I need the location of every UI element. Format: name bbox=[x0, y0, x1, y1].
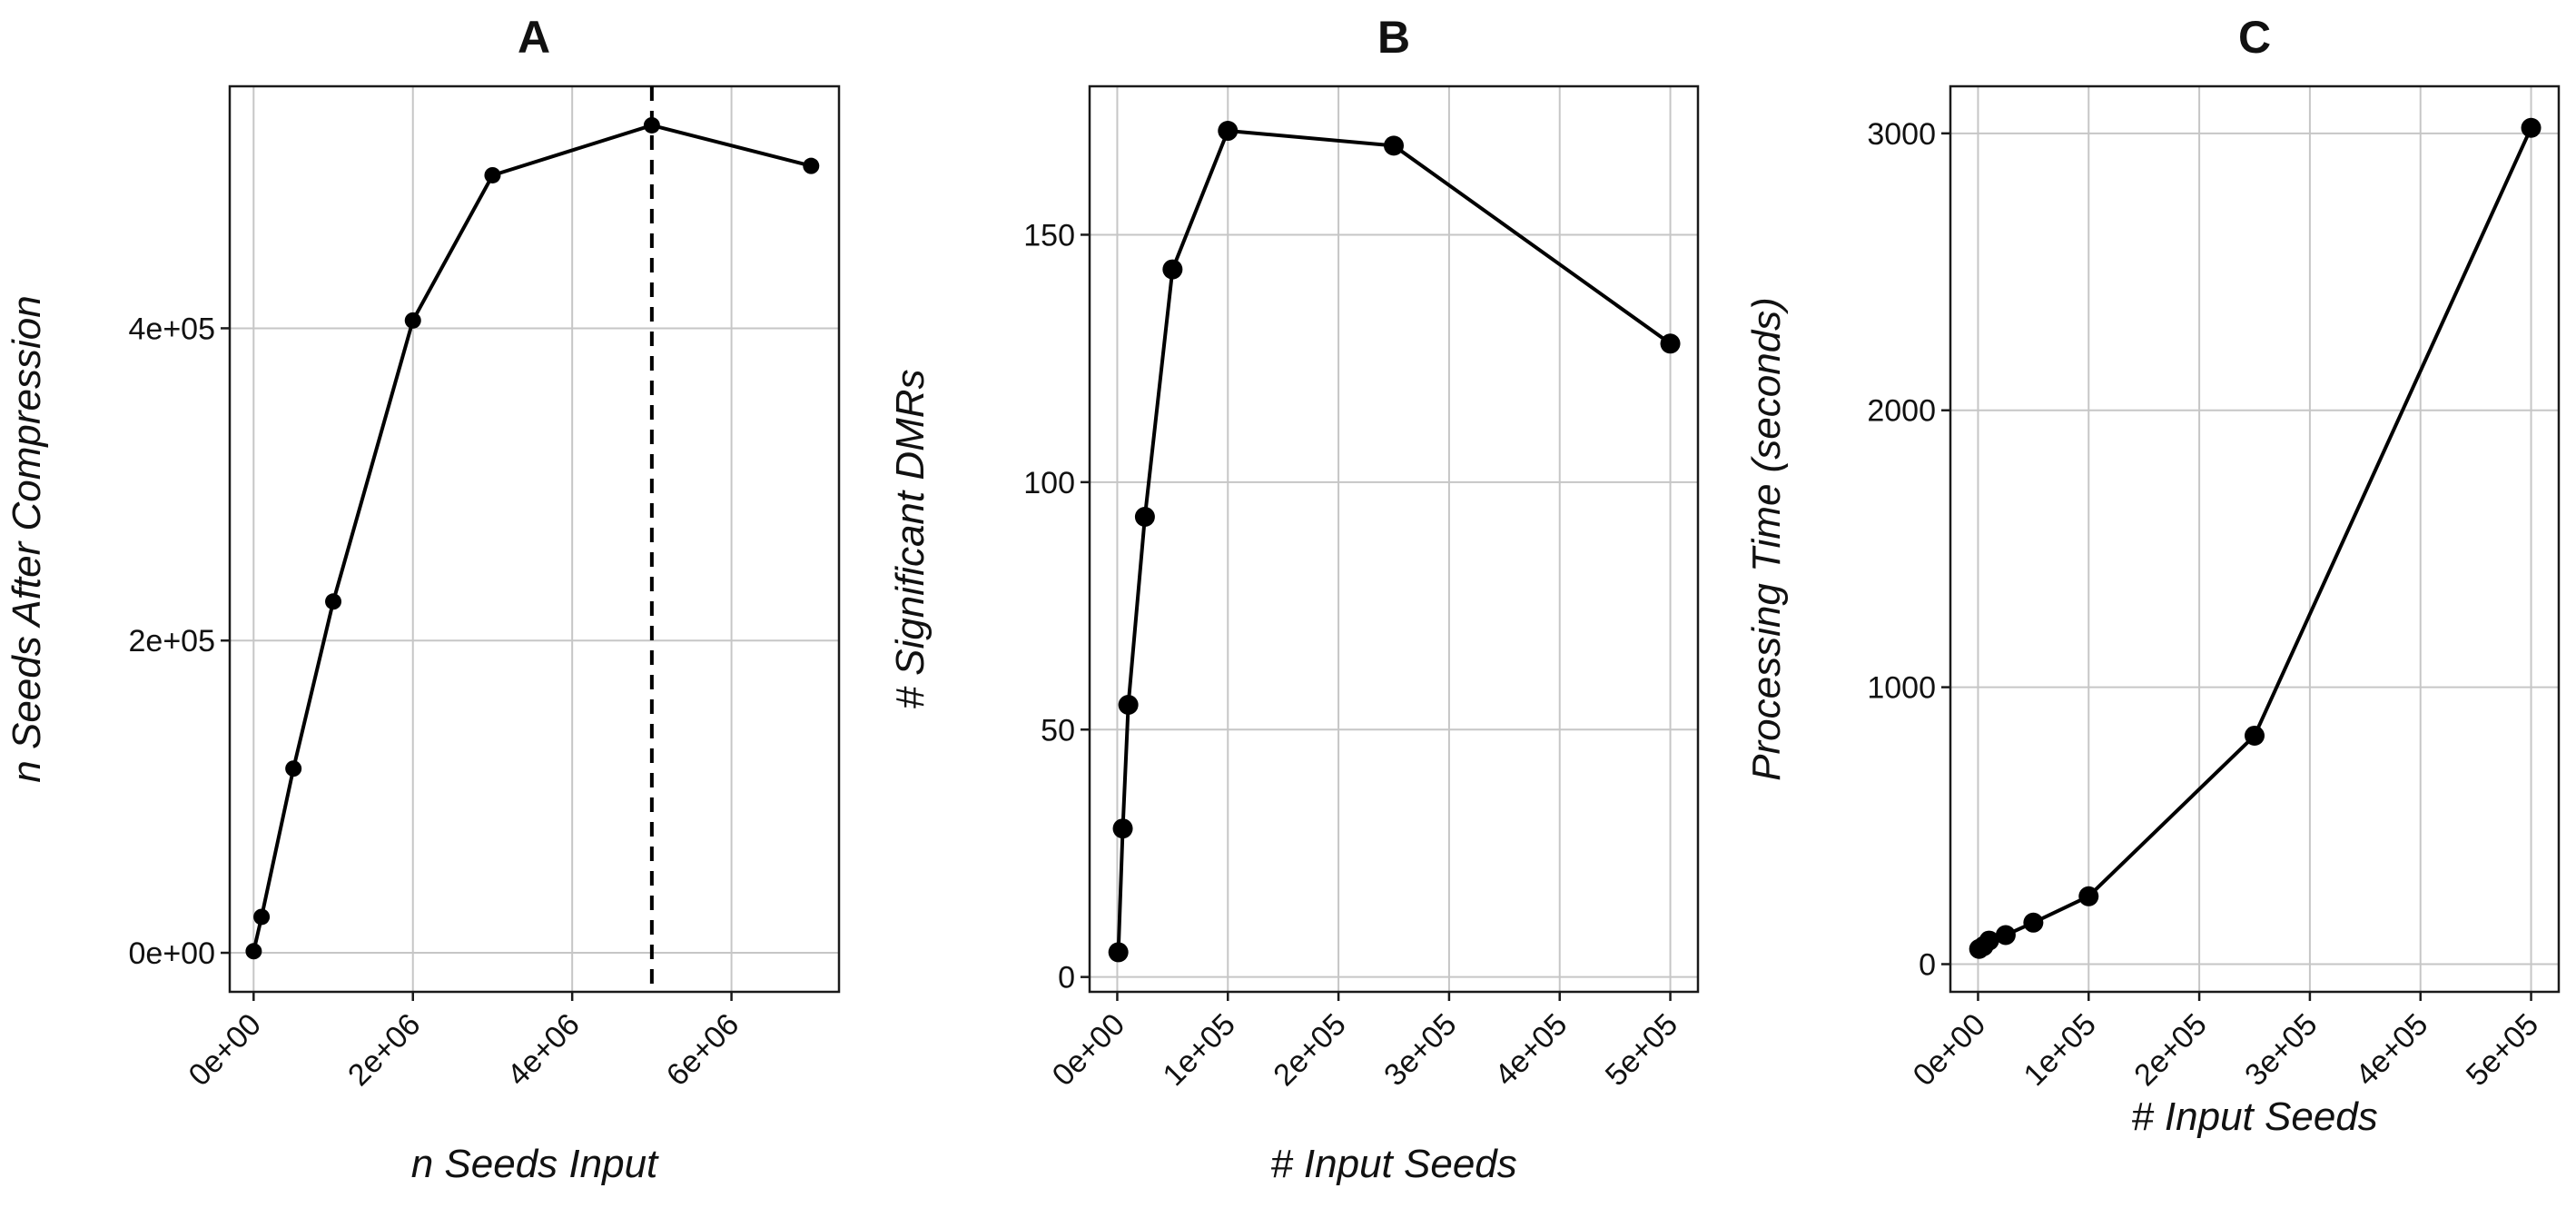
y-axis-title: # Significant DMRs bbox=[888, 369, 933, 708]
x-tick-label: 1e+05 bbox=[1157, 1007, 1242, 1093]
y-tick-label: 2e+05 bbox=[129, 624, 216, 659]
x-tick-label: 0e+00 bbox=[1907, 1007, 1992, 1093]
y-tick-label: 1000 bbox=[1867, 671, 1936, 706]
series-line bbox=[252, 123, 812, 952]
data-point bbox=[2245, 725, 2265, 746]
x-axis-title: # Input Seeds bbox=[2131, 1094, 2378, 1139]
x-tick-label: 0e+00 bbox=[183, 1007, 268, 1093]
x-tick-label: 4e+05 bbox=[2349, 1007, 2434, 1093]
x-tick-label: 1e+05 bbox=[2018, 1007, 2103, 1093]
y-tick-label: 0 bbox=[1919, 948, 1936, 983]
plot-frame bbox=[228, 84, 841, 994]
data-point bbox=[2078, 886, 2099, 906]
y-tick-label: 50 bbox=[1041, 713, 1075, 748]
data-point bbox=[1134, 506, 1155, 527]
panel-title: A bbox=[518, 12, 550, 63]
data-point bbox=[1979, 930, 1999, 951]
data-point bbox=[1118, 695, 1139, 716]
data-point bbox=[643, 116, 660, 134]
data-point bbox=[1995, 925, 2016, 946]
data-point bbox=[1218, 121, 1239, 142]
series-line bbox=[1116, 128, 1672, 953]
x-tick-label: 2e+05 bbox=[2127, 1007, 2213, 1093]
y-axis-title: Processing Time (seconds) bbox=[1744, 297, 1789, 781]
x-tick-label: 3e+05 bbox=[1377, 1007, 1463, 1093]
x-axis-title: # Input Seeds bbox=[1270, 1142, 1517, 1186]
data-point bbox=[1660, 333, 1681, 354]
x-tick-label: 6e+06 bbox=[660, 1007, 745, 1093]
data-point bbox=[1112, 818, 1133, 839]
y-tick-label: 150 bbox=[1023, 218, 1075, 253]
data-point bbox=[1162, 259, 1183, 280]
y-tick-label: 4e+05 bbox=[129, 312, 216, 346]
x-tick-label: 4e+06 bbox=[500, 1007, 586, 1093]
panel-a: 0e+00 2e+06 4e+06 6e+06 0e+00 2e+05 4e+05 An Se… bbox=[5, 12, 841, 1186]
y-axis-title: n Seeds After Compression bbox=[5, 295, 49, 782]
data-point bbox=[1384, 135, 1404, 156]
data-point bbox=[484, 166, 501, 183]
panel-b: 0e+00 1e+05 2e+05 3e+05 4e+05 5e+05 0 50 100 150 B… bbox=[888, 12, 1700, 1186]
data-point bbox=[404, 312, 421, 329]
data-point bbox=[1108, 942, 1129, 963]
y-tick-label: 2000 bbox=[1867, 394, 1936, 429]
x-tick-label: 2e+05 bbox=[1267, 1007, 1352, 1093]
panel-title: B bbox=[1377, 12, 1410, 63]
y-tick-label: 0e+00 bbox=[129, 936, 216, 971]
data-point bbox=[2023, 912, 2044, 933]
y-tick-label: 3000 bbox=[1867, 117, 1936, 152]
x-tick-label: 3e+05 bbox=[2238, 1007, 2324, 1093]
y-tick-label: 0 bbox=[1058, 961, 1075, 995]
x-tick-label: 4e+05 bbox=[1488, 1007, 1574, 1093]
data-point bbox=[803, 157, 820, 174]
x-tick-label: 5e+05 bbox=[1599, 1007, 1684, 1093]
plot-frame bbox=[1949, 84, 2561, 994]
data-point bbox=[2521, 117, 2541, 138]
plot-frame bbox=[1088, 84, 1700, 994]
y-tick-label: 100 bbox=[1023, 466, 1075, 500]
data-point bbox=[253, 908, 271, 926]
panel-c: 0e+00 1e+05 2e+05 3e+05 4e+05 5e+05 0 1000 2000 3… bbox=[1744, 12, 2561, 1139]
x-tick-label: 2e+06 bbox=[341, 1007, 427, 1093]
data-point bbox=[325, 593, 342, 610]
data-point bbox=[285, 760, 302, 777]
data-point bbox=[245, 943, 262, 960]
x-tick-label: 0e+00 bbox=[1046, 1007, 1131, 1093]
x-tick-label: 5e+05 bbox=[2460, 1007, 2545, 1093]
panel-title: C bbox=[2238, 12, 2271, 63]
x-axis-title: n Seeds Input bbox=[411, 1142, 659, 1186]
series-line bbox=[1978, 126, 2533, 951]
